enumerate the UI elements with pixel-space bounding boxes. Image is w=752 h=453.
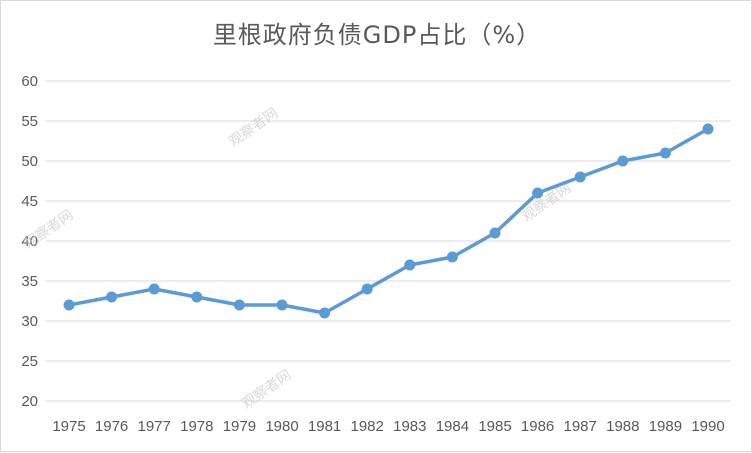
x-tick-label: 1989 xyxy=(649,418,682,435)
x-tick-label: 1987 xyxy=(564,418,597,435)
y-tick-label: 30 xyxy=(21,313,38,330)
data-point xyxy=(617,155,629,167)
data-point xyxy=(446,251,458,263)
data-point xyxy=(233,299,245,311)
data-point xyxy=(702,123,714,135)
y-tick-label: 55 xyxy=(21,113,38,130)
x-tick-label: 1975 xyxy=(52,418,85,435)
data-point xyxy=(404,259,416,271)
x-tick-label: 1976 xyxy=(95,418,128,435)
watermark-text: 观察者网 xyxy=(21,206,77,252)
series-line xyxy=(67,127,710,315)
data-point xyxy=(659,147,671,159)
x-tick-label: 1977 xyxy=(138,418,171,435)
x-tick-label: 1983 xyxy=(393,418,426,435)
y-tick-label: 25 xyxy=(21,353,38,370)
x-tick-label: 1985 xyxy=(478,418,511,435)
data-point xyxy=(148,283,160,295)
x-tick-label: 1988 xyxy=(606,418,639,435)
data-point xyxy=(319,307,331,319)
x-tick-label: 1990 xyxy=(691,418,724,435)
x-tick-label: 1979 xyxy=(223,418,256,435)
y-tick-label: 50 xyxy=(21,153,38,170)
x-tick-label: 1980 xyxy=(265,418,298,435)
x-tick-label: 1978 xyxy=(180,418,213,435)
x-tick-label: 1984 xyxy=(436,418,469,435)
watermark-text: 观察者网 xyxy=(239,366,295,412)
data-point xyxy=(276,299,288,311)
data-point xyxy=(106,291,118,303)
data-point xyxy=(532,187,544,199)
y-tick-label: 40 xyxy=(21,233,38,250)
x-tick-label: 1981 xyxy=(308,418,341,435)
chart-title: 里根政府负债GDP占比（%） xyxy=(212,21,542,49)
y-tick-label: 60 xyxy=(21,73,38,90)
y-tick-label: 20 xyxy=(21,393,38,410)
data-point xyxy=(191,291,203,303)
watermark-text: 观察者网 xyxy=(226,104,282,150)
y-tick-label: 45 xyxy=(21,193,38,210)
data-point xyxy=(63,299,75,311)
data-point xyxy=(489,227,501,239)
data-point xyxy=(361,283,373,295)
x-tick-label: 1982 xyxy=(351,418,384,435)
x-tick-label: 1986 xyxy=(521,418,554,435)
y-tick-label: 35 xyxy=(21,273,38,290)
data-point xyxy=(574,171,586,183)
